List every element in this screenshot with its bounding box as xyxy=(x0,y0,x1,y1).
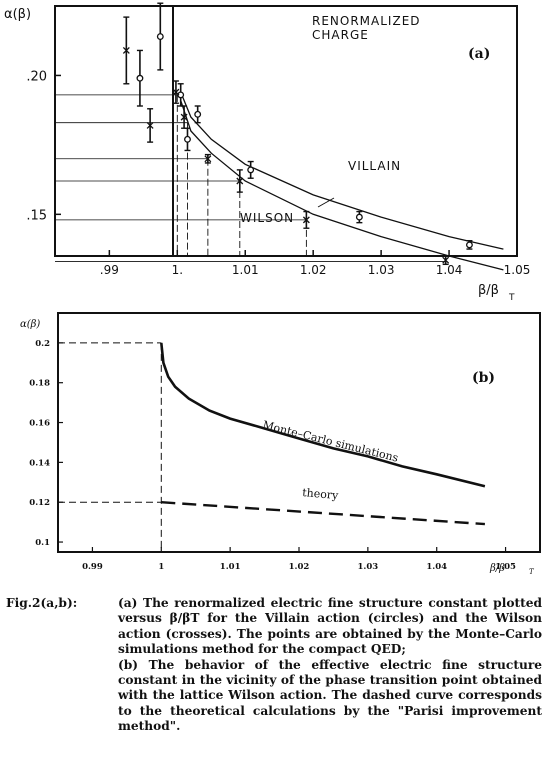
caption-text: (a) The renormalized electric fine struc… xyxy=(118,596,542,735)
panel-a-x-tick-label: 1.05 xyxy=(504,263,531,277)
panel-a-x-tick-label: .99 xyxy=(100,263,119,277)
panel-a-label: (a) xyxy=(468,46,490,62)
villain-fit-curve xyxy=(180,91,504,250)
villain-data-point xyxy=(194,110,202,118)
wilson-data-point xyxy=(442,256,450,264)
panel-a: α(β) RENORMALIZED CHARGE (a) VILLAIN WIL… xyxy=(4,2,531,303)
panel-b-x-tick-label: 1.01 xyxy=(220,562,241,572)
wilson-data-point xyxy=(204,155,212,163)
panel-a-y-tick-label: .15 xyxy=(26,208,47,223)
wilson-data-point xyxy=(302,216,310,224)
wilson-data-point xyxy=(122,46,130,54)
panel-b-label: (b) xyxy=(472,370,495,386)
panel-b-x-tick-label: 1.04 xyxy=(426,562,447,572)
panel-b-x-tick-label: 1.02 xyxy=(289,562,310,572)
panel-b-y-tick-label: 0.12 xyxy=(29,498,50,508)
caption-part-b: (b) The behavior of the effective electr… xyxy=(118,657,542,734)
panel-a-x-tick-label: 1.04 xyxy=(436,263,463,277)
villain-data-point xyxy=(136,74,144,82)
wilson-curve-label: WILSON xyxy=(240,211,294,225)
panel-a-xlabel-subscript: T xyxy=(508,293,515,303)
panel-a-x-tick-label: 1.01 xyxy=(232,263,259,277)
villain-data-point xyxy=(465,241,473,249)
wilson-data-point xyxy=(172,88,180,96)
villain-data-point xyxy=(355,213,363,221)
panel-a-xlabel: β/β xyxy=(478,283,499,298)
panel-a-annotation-line2: CHARGE xyxy=(312,28,369,42)
panel-a-x-tick-label: 1.03 xyxy=(368,263,395,277)
panel-a-annotation-line1: RENORMALIZED xyxy=(312,14,421,28)
panel-a-ylabel: α(β) xyxy=(4,7,31,22)
villain-data-point xyxy=(156,33,164,41)
panel-b-y-tick-label: 0.14 xyxy=(29,458,50,468)
panel-b-y-tick-label: 0.2 xyxy=(35,339,50,349)
panel-b-x-tick-label: 1.03 xyxy=(358,562,379,572)
caption-part-a: (a) The renormalized electric fine struc… xyxy=(118,596,542,657)
panel-b-y-tick-label: 0.16 xyxy=(29,419,50,429)
panel-b-xlabel: β/β xyxy=(489,563,505,574)
caption-label: Fig.2(a,b): xyxy=(6,596,78,610)
panel-b-ylabel: α(β) xyxy=(20,319,40,330)
panel-a-frame xyxy=(54,5,518,257)
panel-b-y-tick-label: 0.1 xyxy=(35,538,50,548)
villain-curve-label: VILLAIN xyxy=(348,159,401,173)
panel-b: α(β) (b) Monte–Carlo simulations theory … xyxy=(20,312,541,576)
villain-data-point xyxy=(184,135,191,143)
monte-carlo-curve-label: Monte–Carlo simulations xyxy=(261,418,400,464)
panel-b-x-tick-label: 0.99 xyxy=(82,562,103,572)
villain-data-point xyxy=(247,166,255,174)
panel-a-x-tick-label: 1. xyxy=(172,263,183,277)
panel-a-x-tick-label: 1.02 xyxy=(300,263,327,277)
monte-carlo-simulations-curve xyxy=(160,342,486,488)
wilson-label-pointer xyxy=(317,197,335,208)
theory-curve-label: theory xyxy=(302,486,340,502)
wilson-fit-curve xyxy=(180,100,504,271)
theory-curve xyxy=(161,501,485,526)
panel-b-y-tick-label: 0.18 xyxy=(29,379,50,389)
panel-b-x-tick-label: 1.05 xyxy=(495,562,516,572)
panel-a-y-tick-label: .20 xyxy=(26,69,47,84)
panel-b-xlabel-subscript: T xyxy=(529,568,535,576)
wilson-data-point xyxy=(180,113,188,121)
panel-b-x-tick-label: 1 xyxy=(158,562,164,572)
wilson-data-point xyxy=(236,177,244,185)
wilson-data-point xyxy=(146,121,154,129)
